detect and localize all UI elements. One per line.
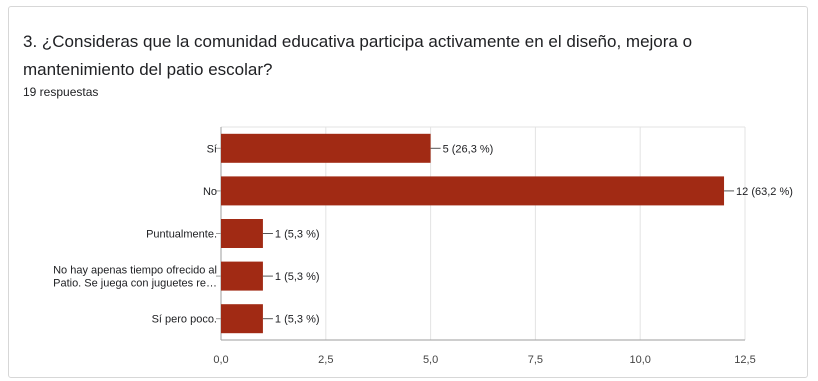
data-label: 1 (5,3 %)	[275, 271, 320, 283]
bar	[221, 219, 263, 248]
category-label-line: No hay apenas tiempo ofrecido al	[53, 265, 217, 277]
bar	[221, 304, 263, 334]
category-label: Sí	[207, 143, 217, 155]
data-label: 5 (26,3 %)	[443, 143, 494, 155]
label-layer: 0,0 2,5 5,0 7,5 10,0 12,5 5 (26,3 %) Sí 12 (63,2…	[53, 143, 793, 366]
category-label-line: Puntualmente.	[146, 229, 217, 241]
category-label-line: Patio. Se juega con juguetes re…	[53, 278, 217, 290]
bar-layer	[221, 133, 735, 334]
response-count: 19 respuestas	[23, 85, 99, 99]
category-label: Sí pero poco.	[152, 314, 217, 326]
x-tick-label: 7,5	[528, 354, 543, 366]
x-tick-label: 12,5	[734, 354, 755, 366]
bar	[221, 261, 263, 291]
x-tick-label: 2,5	[318, 354, 333, 366]
x-tick-label: 5,0	[423, 354, 438, 366]
x-tick-label: 0,0	[213, 354, 228, 366]
bar-chart: 0,0 2,5 5,0 7,5 10,0 12,5 5 (26,3 %) Sí 12 (63,2…	[53, 126, 793, 366]
x-tick-label: 10,0	[629, 354, 650, 366]
question-card: 3. ¿Consideras que la comunidad educativ…	[8, 6, 808, 378]
bar	[221, 133, 431, 163]
question-title: 3. ¿Consideras que la comunidad educativ…	[23, 32, 693, 79]
category-label-line: No	[203, 186, 217, 198]
category-label: Puntualmente.	[146, 229, 217, 241]
category-label: No hay apenas tiempo ofrecido al Patio. S…	[53, 265, 217, 290]
category-label: No	[203, 186, 217, 198]
data-label: 1 (5,3 %)	[275, 314, 320, 326]
data-label: 12 (63,2 %)	[736, 186, 793, 198]
bar	[221, 176, 725, 206]
category-label-line: Sí	[207, 143, 217, 155]
data-label: 1 (5,3 %)	[275, 229, 320, 241]
category-label-line: Sí pero poco.	[152, 314, 217, 326]
